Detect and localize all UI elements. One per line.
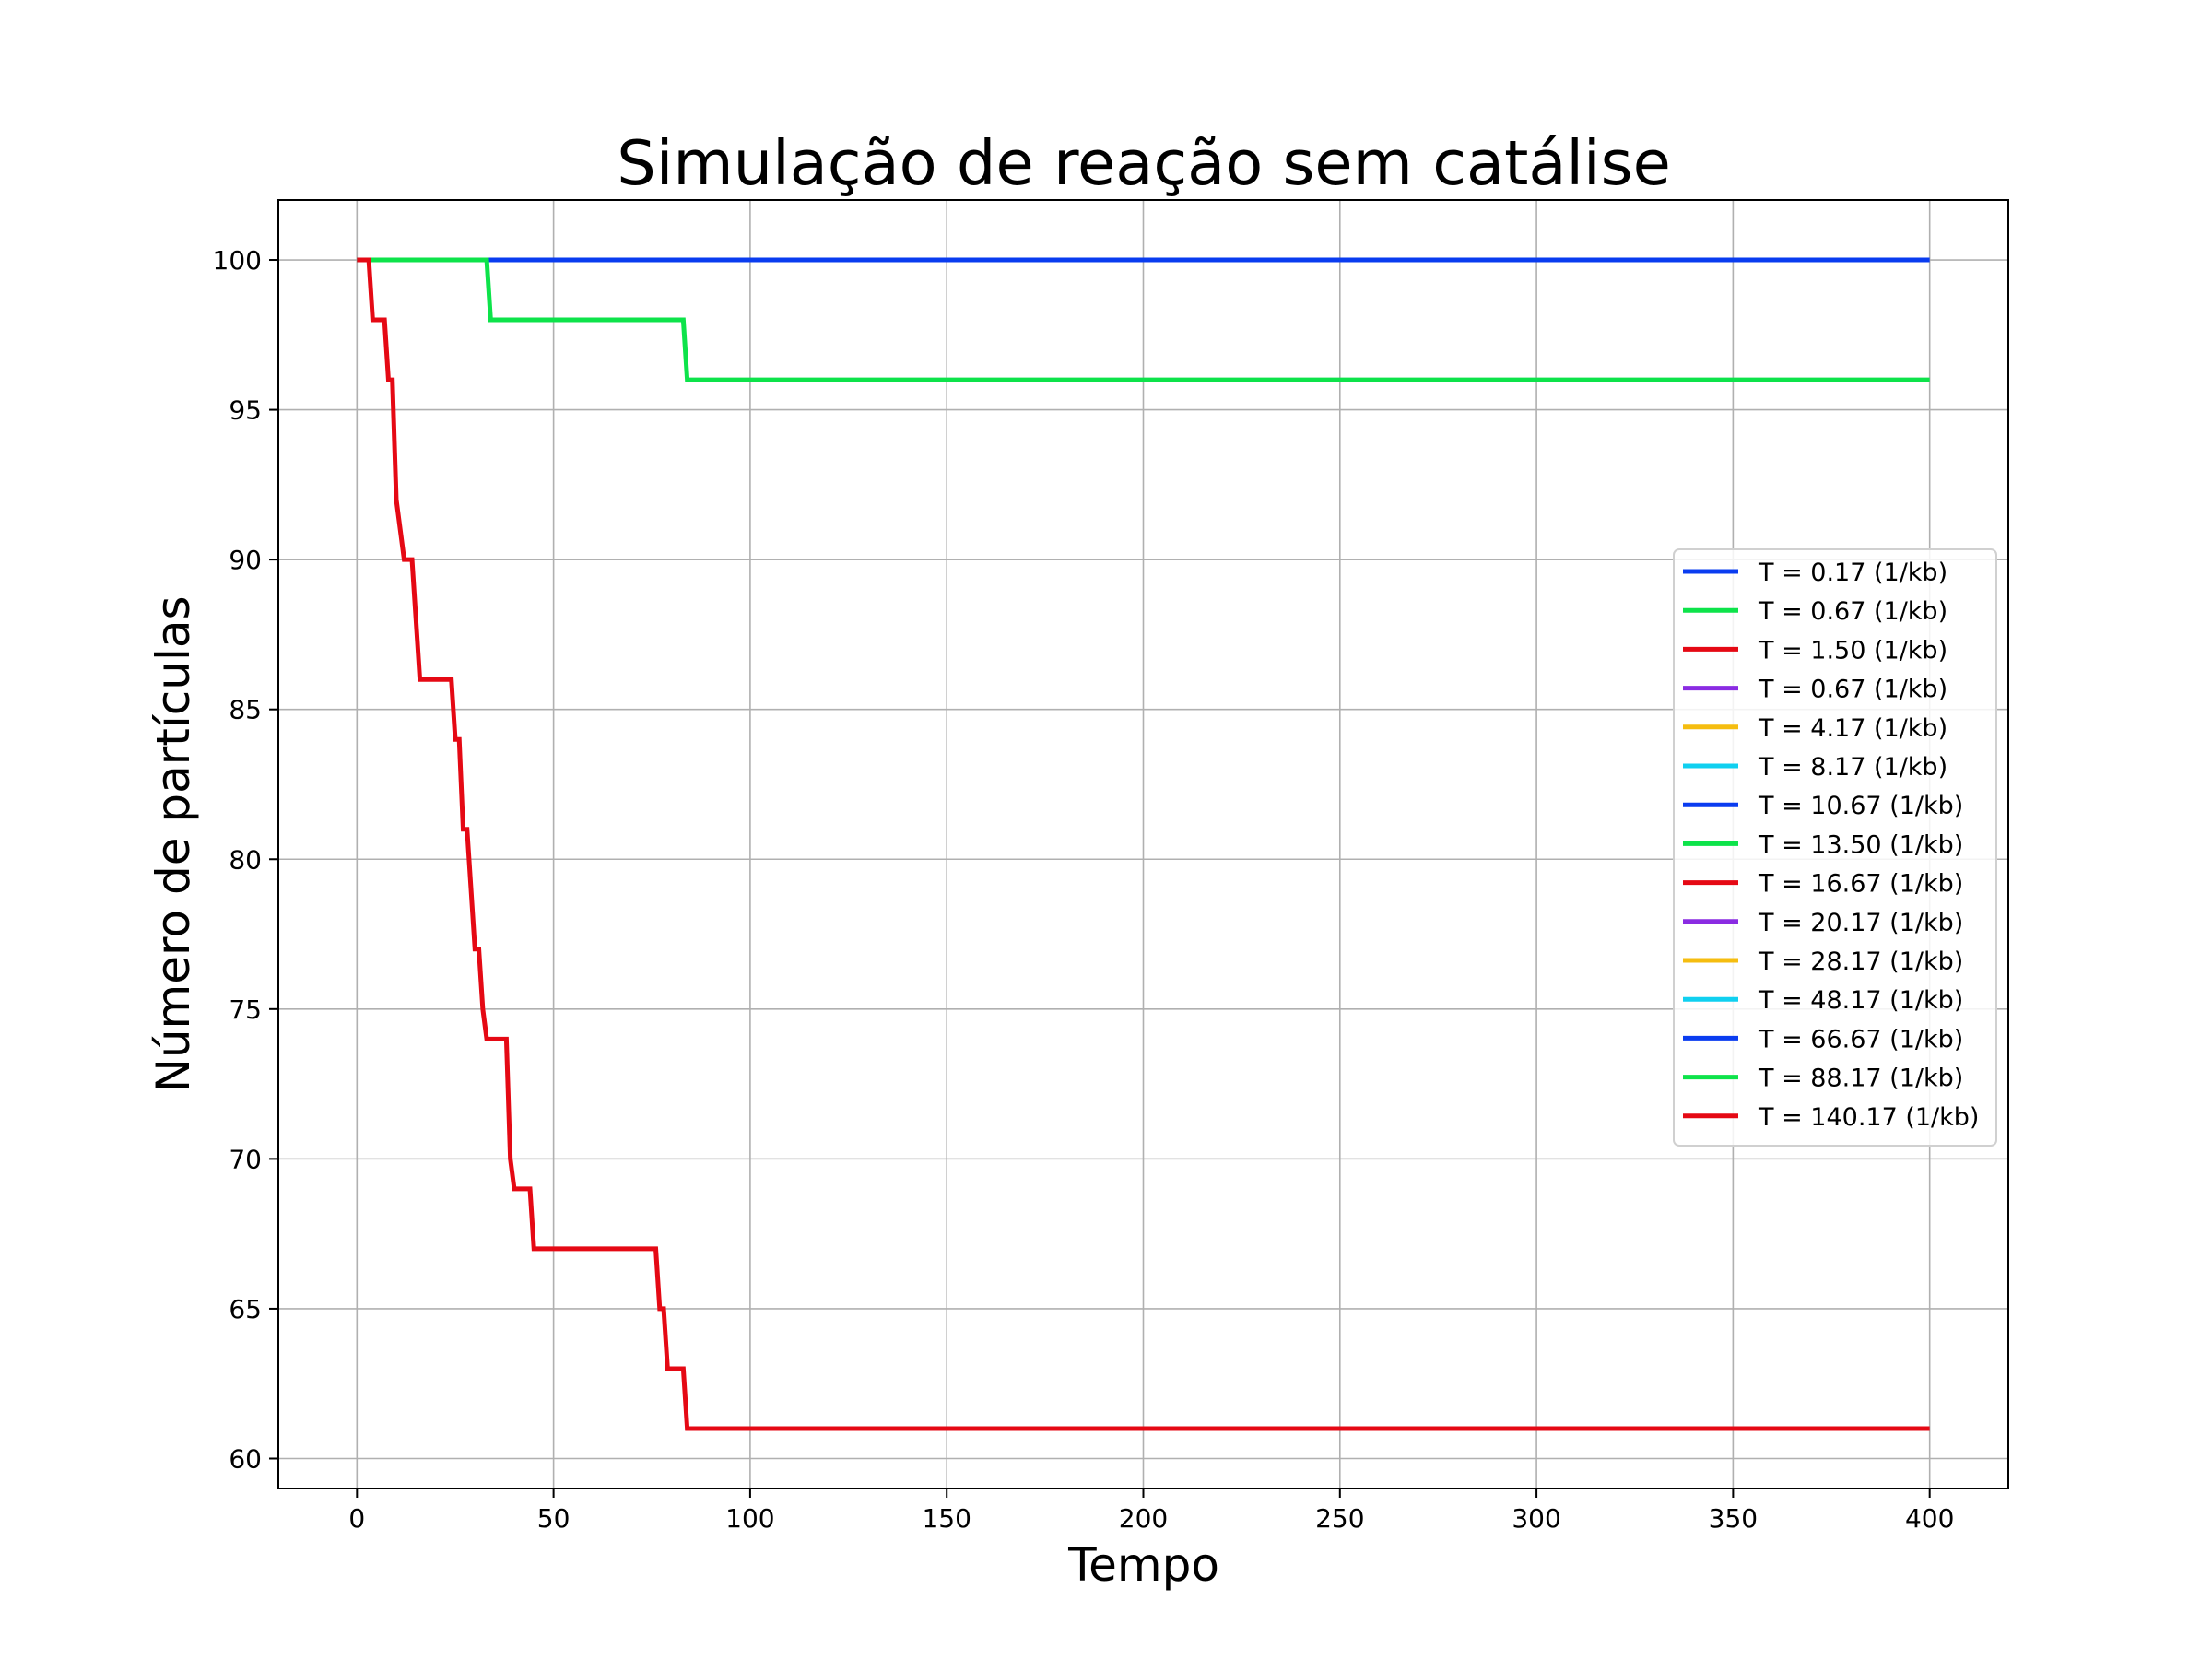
x-tick-label: 250 <box>1315 1503 1364 1534</box>
x-tick-label: 50 <box>537 1503 571 1534</box>
y-tick-label: 70 <box>229 1144 262 1174</box>
y-tick-label: 95 <box>229 395 262 426</box>
y-tick-label: 85 <box>229 695 262 725</box>
x-ticks: 0 50 100 150 200 250 300 350 400 <box>348 1488 1954 1534</box>
grid <box>278 200 2008 1488</box>
x-tick-label: 100 <box>725 1503 774 1534</box>
legend-entry-label: T = 0.67 (1/kb) <box>1758 597 1947 626</box>
legend-entry-label: T = 16.67 (1/kb) <box>1758 870 1963 899</box>
legend-entry-label: T = 0.17 (1/kb) <box>1758 559 1947 587</box>
legend-entry-label: T = 88.17 (1/kb) <box>1758 1065 1963 1093</box>
legend-entry-label: T = 13.50 (1/kb) <box>1758 830 1963 859</box>
legend: T = 0.17 (1/kb) T = 0.67 (1/kb) T = 1.50 (… <box>1673 548 1997 1147</box>
legend-entry-label: T = 1.50 (1/kb) <box>1758 636 1947 665</box>
x-tick-label: 200 <box>1119 1503 1168 1534</box>
legend-entry-label: T = 140.17 (1/kb) <box>1758 1103 1979 1132</box>
y-tick-label: 60 <box>229 1443 262 1474</box>
legend-entry-label: T = 10.67 (1/kb) <box>1758 792 1963 820</box>
y-ticks: 60 65 70 75 80 85 90 95 100 <box>213 245 278 1474</box>
legend-entry-label: T = 20.17 (1/kb) <box>1758 909 1963 937</box>
legend-entry-label: T = 28.17 (1/kb) <box>1758 947 1963 976</box>
legend-box <box>1673 548 1997 1147</box>
x-tick-label: 150 <box>922 1503 971 1534</box>
series-group <box>357 257 1930 1431</box>
x-tick-label: 400 <box>1905 1503 1954 1534</box>
legend-entry-label: T = 48.17 (1/kb) <box>1758 986 1963 1015</box>
y-tick-label: 100 <box>213 245 262 276</box>
y-axis-label: Número de partículas <box>147 595 200 1092</box>
chart-title: Simulação de reação sem catálise <box>617 127 1671 199</box>
x-axis-label: Tempo <box>1067 1538 1219 1592</box>
series-line-2 <box>357 257 1930 1431</box>
legend-entry-label: T = 4.17 (1/kb) <box>1758 714 1947 743</box>
legend-entry-label: T = 8.17 (1/kb) <box>1758 753 1947 782</box>
y-tick-label: 90 <box>229 545 262 575</box>
y-tick-label: 65 <box>229 1294 262 1324</box>
x-tick-label: 350 <box>1709 1503 1758 1534</box>
legend-entry-label: T = 0.67 (1/kb) <box>1758 676 1947 704</box>
y-tick-label: 80 <box>229 844 262 875</box>
series-line-1 <box>357 257 1930 382</box>
legend-entry-label: T = 66.67 (1/kb) <box>1758 1025 1963 1053</box>
x-tick-label: 300 <box>1512 1503 1560 1534</box>
y-tick-label: 75 <box>229 994 262 1025</box>
x-tick-label: 0 <box>348 1503 365 1534</box>
